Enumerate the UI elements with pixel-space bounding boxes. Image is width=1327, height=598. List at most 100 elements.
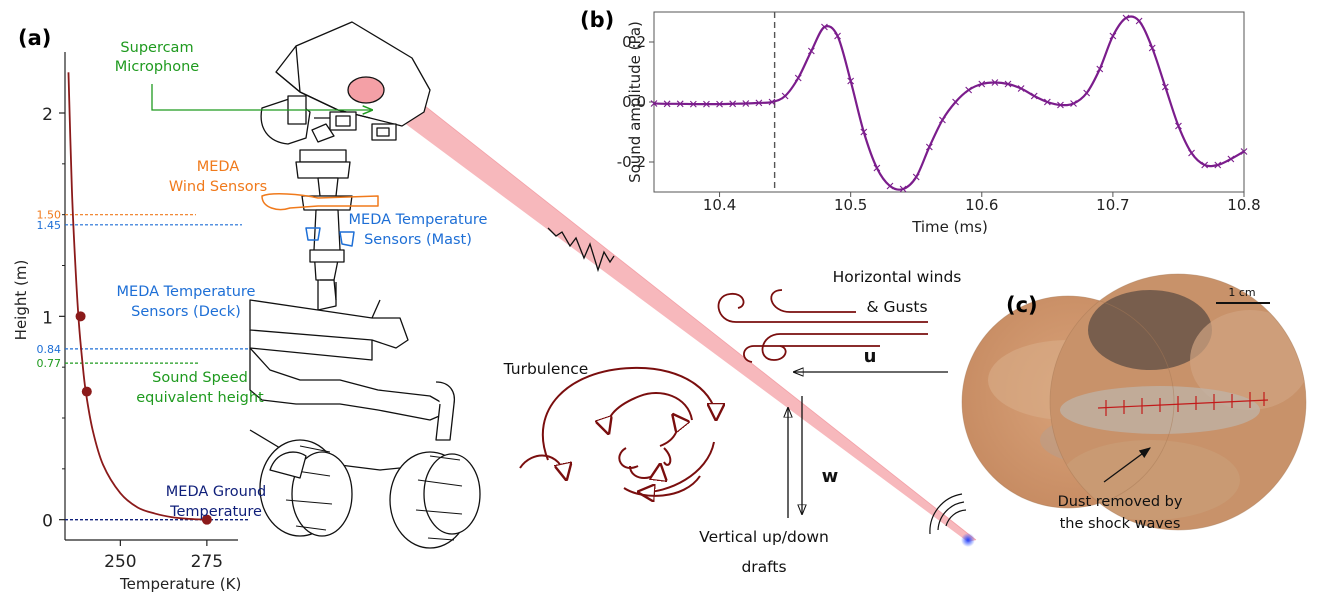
y-tick-label: 0.0 <box>622 93 646 111</box>
reference-value-mast: 1.45 <box>37 219 62 232</box>
sound-sample-marker <box>847 77 855 85</box>
label-mast-2: Sensors (Mast) <box>364 232 472 248</box>
sound-sample-marker <box>1227 155 1235 163</box>
sound-sample-marker <box>821 23 828 31</box>
reference-value-wind: 1.50 <box>37 209 62 222</box>
supercam-pointer <box>151 84 372 110</box>
sound-sample-marker <box>1004 80 1012 88</box>
panel-a-xlabel: Temperature (K) <box>119 575 241 593</box>
sound-sample-marker <box>899 185 907 193</box>
reference-value-deck: 0.84 <box>37 343 62 356</box>
label-ground-2: Temperature <box>169 504 262 520</box>
wheel-right <box>389 451 481 549</box>
label-wind-1: MEDA <box>197 159 240 175</box>
turbulence-icon <box>519 366 716 496</box>
sound-amplitude-markers <box>650 14 1248 193</box>
sound-sample-marker <box>886 182 894 190</box>
sound-sample-marker <box>1057 101 1064 109</box>
mast-top <box>299 149 347 163</box>
panel-c-label: (c) <box>1006 293 1038 317</box>
sound-sample-marker <box>650 100 658 107</box>
dust-label-1: Dust removed by <box>1058 494 1183 510</box>
measure-ruler <box>1097 392 1269 416</box>
sound-sample-marker <box>965 86 973 94</box>
mast-temp-sensor-left <box>305 227 321 241</box>
sound-sample-marker <box>939 116 946 124</box>
y-tick-label: 2 <box>42 105 53 125</box>
label-supercam-2: Microphone <box>115 59 199 75</box>
winds-label-2: & Gusts <box>866 298 927 316</box>
sound-sample-marker <box>1188 149 1195 157</box>
sound-sample-marker <box>991 79 999 86</box>
sound-sample-marker <box>1096 65 1104 73</box>
sound-sample-marker <box>703 100 710 108</box>
dust-pointer <box>1103 447 1151 483</box>
label-sound-1: Sound Speed <box>152 370 248 386</box>
y-tick-label: 0.2 <box>622 33 646 51</box>
panel-a-ylabel: Height (m) <box>12 260 30 341</box>
x-tick-label: 10.8 <box>1227 196 1260 214</box>
y-tick-label: 1 <box>42 308 53 328</box>
sound-sample-marker <box>1109 32 1117 40</box>
photo-right <box>1050 274 1306 530</box>
sound-sample-marker <box>1070 100 1077 107</box>
y-tick-label: -0.2 <box>617 153 646 171</box>
rover-drawing <box>249 21 481 549</box>
supercam-lens <box>347 76 385 104</box>
sound-sample-marker <box>663 100 671 108</box>
winds-label-1: Horizontal winds <box>833 268 962 286</box>
panel-a: (a) 250 275 0 1 2 Temperature (K) Height (m)… <box>12 26 250 593</box>
sound-sample-marker <box>1043 98 1051 106</box>
sound-sample-marker <box>1135 17 1143 25</box>
rover-labels: Supercam Microphone MEDA Wind Sensors ME… <box>115 40 488 520</box>
sound-sample-marker <box>1083 89 1091 97</box>
shock-wave-icon <box>547 227 615 273</box>
drafts-label-1: Vertical up/down <box>699 528 829 546</box>
panel-b-xlabel: Time (ms) <box>911 218 988 236</box>
y-tick-label: 0 <box>42 512 53 532</box>
label-mast-1: MEDA Temperature <box>349 212 488 228</box>
sound-sample-marker <box>794 74 802 82</box>
reference-value-sound: 0.77 <box>37 357 62 370</box>
sound-sample-marker <box>978 80 986 88</box>
sound-sample-marker <box>807 47 815 55</box>
panel-b: (b) 10.4 10.5 10.6 10.7 10.8 -0.2 0.0 0.2 Time … <box>580 8 1261 236</box>
temperature-marker <box>75 311 86 322</box>
sound-sample-marker <box>1030 92 1038 100</box>
sound-sample-marker <box>1240 148 1248 155</box>
sound-sample-marker <box>755 99 763 107</box>
label-wind-2: Wind Sensors <box>169 179 267 195</box>
sound-sample-marker <box>729 100 737 108</box>
panel-b-label: (b) <box>580 8 614 32</box>
label-supercam-1: Supercam <box>120 40 193 56</box>
microphone-icon <box>929 493 975 547</box>
sound-sample-marker <box>1214 161 1222 169</box>
panel-b-ylabel: Sound amplitude (Pa) <box>626 21 644 183</box>
sound-sample-marker <box>768 98 776 106</box>
scale-bar-label: 1 cm <box>1228 286 1255 299</box>
rover-body <box>249 347 445 421</box>
temperature-marker <box>201 514 212 525</box>
u-label: u <box>864 346 877 367</box>
drafts-label-2: drafts <box>741 558 786 576</box>
wind-gust-icon <box>717 289 928 363</box>
wheel-left <box>259 439 353 537</box>
x-tick-label: 10.4 <box>703 196 736 214</box>
dust-label-2: the shock waves <box>1060 516 1181 532</box>
w-label: w <box>822 466 839 487</box>
sound-sample-marker <box>781 92 789 100</box>
x-tick-label: 10.6 <box>965 196 998 214</box>
mast-temp-sensor-right <box>339 231 355 247</box>
panel-c: (c) 1 cm Dust removed by the shock waves <box>961 273 1307 532</box>
rocker-arm <box>435 381 456 441</box>
sound-sample-marker <box>952 98 959 106</box>
panel-a-reference-lines: 1.501.45 0.840.77 <box>37 209 250 521</box>
sound-sample-marker <box>1148 44 1156 52</box>
x-tick-label: 250 <box>104 552 136 572</box>
panel-a-label: (a) <box>18 26 51 50</box>
sound-amplitude-trace <box>653 15 1245 191</box>
x-tick-label: 10.5 <box>834 196 867 214</box>
sound-sample-marker <box>689 100 697 108</box>
sound-sample-marker <box>1017 85 1025 92</box>
panel-b-frame <box>653 11 1245 193</box>
